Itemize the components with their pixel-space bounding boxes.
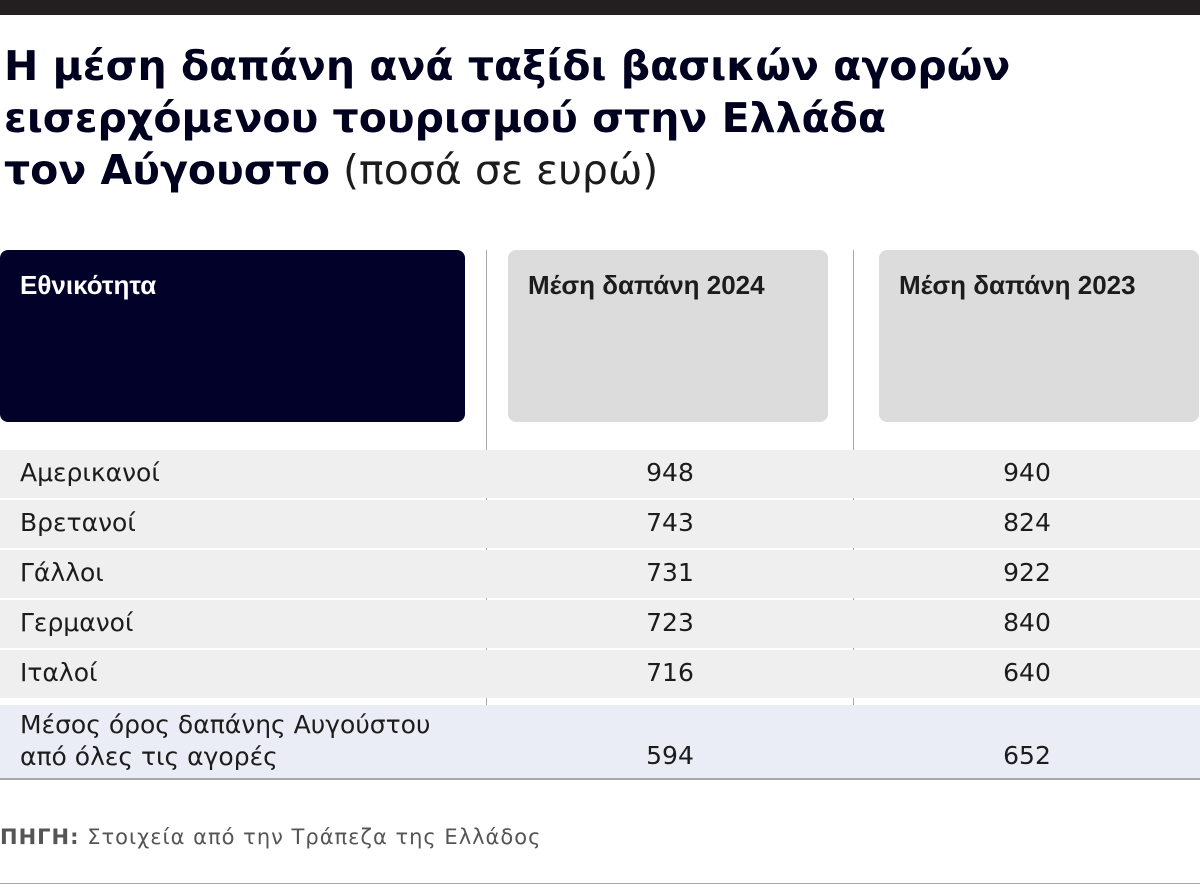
header-nationality: Εθνικότητα	[0, 250, 465, 422]
table-row: Βρετανοί 743 824	[0, 500, 1200, 548]
average-row: Μέσος όρος δαπάνης Αυγούστου από όλες τι…	[0, 705, 1200, 778]
title-line-2: εισερχόμενου τουρισμού στην Ελλάδα	[4, 94, 887, 142]
title-unit: (ποσά σε ευρώ)	[343, 146, 659, 194]
title-line-3: τον Αύγουστο (ποσά σε ευρώ)	[4, 144, 1154, 196]
table-row: Ιταλοί 716 640	[0, 650, 1200, 698]
average-value-2024: 594	[646, 741, 694, 770]
source-text: Στοιχεία από την Τράπεζα της Ελλάδος	[87, 825, 542, 849]
table-row: Αμερικανοί 948 940	[0, 450, 1200, 498]
value-2023: 640	[1003, 658, 1051, 687]
average-row-label: Μέσος όρος δαπάνης Αυγούστου από όλες τι…	[20, 710, 431, 771]
title-line-1: Η μέση δαπάνη ανά ταξίδι βασικών αγορών	[4, 42, 1011, 90]
table-row: Γερμανοί 723 840	[0, 600, 1200, 648]
row-label: Αμερικανοί	[20, 458, 160, 487]
source-label: ΠΗΓΗ:	[0, 825, 80, 849]
table-row: Γάλλοι 731 922	[0, 550, 1200, 598]
value-2024: 743	[646, 508, 694, 537]
row-label: Γερμανοί	[20, 608, 134, 637]
value-2023: 824	[1003, 508, 1051, 537]
value-2023: 840	[1003, 608, 1051, 637]
average-value-2023: 652	[1003, 741, 1051, 770]
value-2024: 716	[646, 658, 694, 687]
value-2023: 940	[1003, 458, 1051, 487]
title-line-3-bold: τον Αύγουστο	[4, 146, 330, 194]
value-2023: 922	[1003, 558, 1051, 587]
value-2024: 723	[646, 608, 694, 637]
data-table: Εθνικότητα Μέση δαπάνη 2024 Μέση δαπάνη …	[0, 250, 1200, 782]
header-spend-2024: Μέση δαπάνη 2024	[508, 250, 828, 422]
row-label: Ιταλοί	[20, 658, 98, 687]
source-note: ΠΗΓΗ: Στοιχεία από την Τράπεζα της Ελλάδ…	[0, 825, 541, 849]
row-label: Γάλλοι	[20, 558, 104, 587]
chart-title: Η μέση δαπάνη ανά ταξίδι βασικών αγορών …	[4, 40, 1154, 196]
top-bar	[0, 0, 1200, 15]
value-2024: 948	[646, 458, 694, 487]
row-label: Βρετανοί	[20, 508, 136, 537]
table-bottom-rule	[0, 778, 1200, 780]
header-spend-2023: Μέση δαπάνη 2023	[879, 250, 1199, 422]
value-2024: 731	[646, 558, 694, 587]
footer-rule	[0, 883, 1200, 884]
